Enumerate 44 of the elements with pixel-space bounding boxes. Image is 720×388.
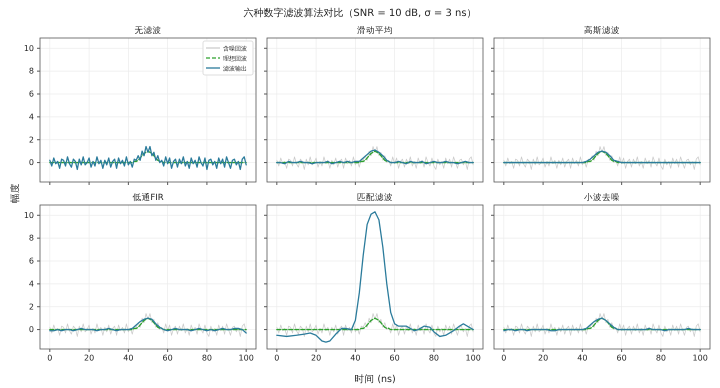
x-tick-label: 80	[428, 354, 440, 363]
chart-title: 高斯滤波	[584, 25, 620, 36]
text: 六种数字滤波算法对比（SNR = 10 dB, σ = 3 ns）	[243, 7, 477, 19]
x-tick-label: 0	[274, 354, 280, 363]
line-series	[49, 146, 247, 170]
chart-title: 低通FIR	[132, 192, 164, 203]
y-tick-label: 10	[24, 210, 34, 220]
line-series	[49, 317, 247, 334]
x-tick-label: 20	[538, 354, 548, 363]
x-tick-label: 40	[577, 354, 588, 363]
x-tick-label: 80	[656, 354, 666, 363]
y-tick-label: 8	[28, 234, 34, 243]
x-tick-label: 60	[162, 354, 173, 363]
x-tick-label: 60	[390, 354, 400, 363]
y-tick-label: 10	[24, 44, 34, 53]
chart-title: 无滤波	[134, 25, 162, 36]
y-tick-label: 8	[28, 66, 34, 76]
line-series	[49, 317, 247, 330]
x-axis-title: 时间 (ns)	[354, 373, 396, 385]
chart-title: 小波去噪	[584, 192, 620, 203]
y-axis-title: 幅度	[9, 183, 21, 203]
y-tick-label: 6	[28, 256, 34, 266]
x-tick-label: 20	[84, 354, 94, 363]
y-tick-label: 4	[28, 112, 34, 122]
y-tick-label: 6	[28, 90, 34, 99]
chart-title: 滑动平均	[357, 25, 393, 36]
x-tick-label: 40	[123, 354, 134, 363]
x-tick-label: 20	[310, 354, 322, 363]
y-tick-label: 2	[28, 135, 34, 144]
chart-title: 匹配滤波	[357, 192, 393, 203]
y-tick-label: 2	[28, 302, 34, 312]
x-tick-label: 100	[692, 354, 708, 363]
x-tick-label: 100	[466, 354, 481, 363]
x-tick-label: 60	[616, 354, 627, 363]
line-series	[49, 150, 247, 164]
x-tick-label: 40	[350, 354, 360, 363]
y-tick-label: 0	[28, 158, 34, 168]
x-tick-label: 80	[202, 354, 212, 363]
y-tick-label: 4	[28, 279, 34, 288]
y-tick-label: 0	[28, 325, 34, 334]
x-tick-label: 0	[47, 354, 52, 363]
x-tick-label: 0	[501, 354, 506, 363]
line-series	[49, 313, 247, 337]
x-tick-label: 100	[238, 354, 254, 363]
